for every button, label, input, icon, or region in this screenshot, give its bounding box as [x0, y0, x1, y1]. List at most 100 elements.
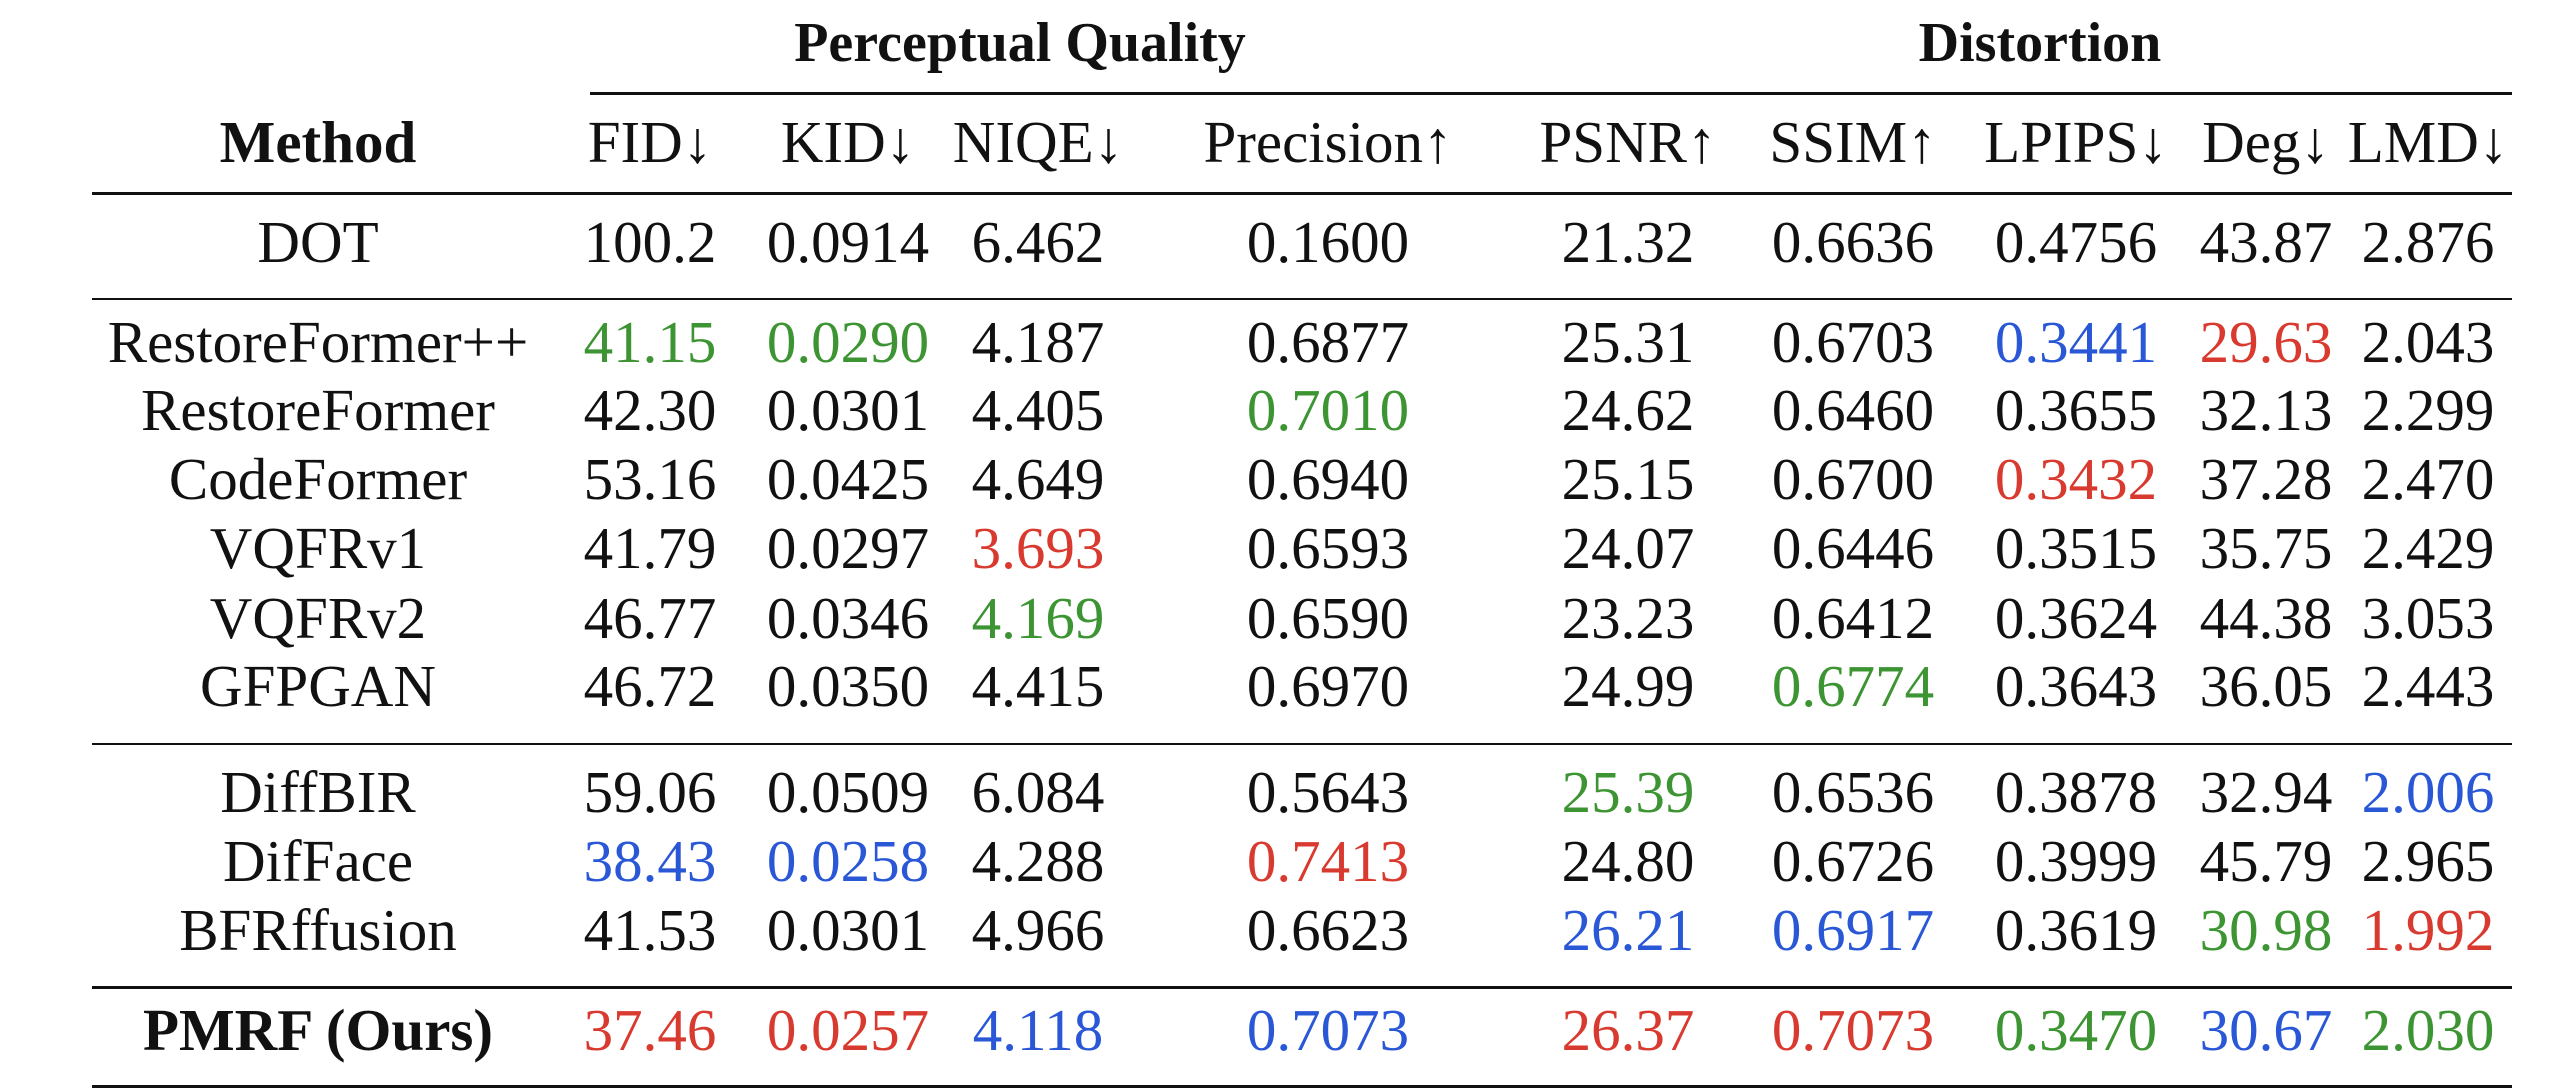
column-header-deg: Deg↓: [2202, 109, 2330, 175]
method-name: DifFace: [222, 828, 414, 894]
cell-psnr: 25.31: [1561, 309, 1695, 375]
rule-below-dot: [92, 298, 2512, 300]
cell-deg: 32.94: [2199, 759, 2333, 825]
group-header-perceptual-quality: Perceptual Quality: [794, 12, 1246, 74]
cell-psnr: 24.80: [1561, 828, 1695, 894]
cell-precision: 0.5643: [1246, 759, 1410, 825]
cell-lmd: 2.876: [2361, 209, 2495, 275]
cell-niqe: 4.288: [971, 828, 1105, 894]
cell-ssim: 0.6636: [1771, 209, 1935, 275]
cell-psnr: 25.15: [1561, 446, 1695, 512]
cell-fid: 37.46: [583, 997, 717, 1063]
cell-kid: 0.0346: [766, 585, 930, 651]
cell-niqe: 4.415: [971, 653, 1105, 719]
cell-kid: 0.0350: [766, 653, 930, 719]
cell-lmd: 1.992: [2361, 897, 2495, 963]
cell-lmd: 2.030: [2361, 997, 2495, 1063]
column-header-psnr: PSNR↑: [1539, 109, 1717, 175]
cell-lmd: 2.429: [2361, 515, 2495, 581]
cell-lmd: 3.053: [2361, 585, 2495, 651]
column-header-lpips: LPIPS↓: [1984, 109, 2168, 175]
cell-psnr: 24.07: [1561, 515, 1695, 581]
cell-deg: 44.38: [2199, 585, 2333, 651]
method-name: DOT: [257, 209, 379, 275]
cell-ssim: 0.6460: [1771, 377, 1935, 443]
cell-precision: 0.6623: [1246, 897, 1410, 963]
cell-lpips: 0.3619: [1994, 897, 2158, 963]
method-name: VQFRv2: [209, 585, 427, 651]
method-name: DiffBIR: [220, 759, 416, 825]
cell-niqe: 4.169: [971, 585, 1105, 651]
cell-ssim: 0.6917: [1771, 897, 1935, 963]
cell-deg: 30.67: [2199, 997, 2333, 1063]
cell-precision: 0.6590: [1246, 585, 1410, 651]
cell-psnr: 25.39: [1561, 759, 1695, 825]
method-name: RestoreFormer: [141, 377, 495, 443]
cell-ssim: 0.7073: [1771, 997, 1935, 1063]
rule-below-gfpgan: [92, 743, 2512, 745]
group-header-distortion: Distortion: [1918, 12, 2162, 74]
cell-ssim: 0.6536: [1771, 759, 1935, 825]
cell-fid: 38.43: [583, 828, 717, 894]
cell-kid: 0.0914: [766, 209, 930, 275]
rule-below-header: [92, 192, 2512, 195]
cell-deg: 29.63: [2199, 309, 2333, 375]
cell-precision: 0.1600: [1246, 209, 1410, 275]
cell-deg: 30.98: [2199, 897, 2333, 963]
method-name: RestoreFormer++: [107, 309, 529, 375]
cell-lmd: 2.470: [2361, 446, 2495, 512]
cell-precision: 0.6593: [1246, 515, 1410, 581]
cell-niqe: 6.084: [971, 759, 1105, 825]
cell-fid: 41.79: [583, 515, 717, 581]
cell-fid: 100.2: [583, 209, 717, 275]
column-header-precision: Precision↑: [1203, 109, 1453, 175]
cell-fid: 42.30: [583, 377, 717, 443]
rule-bottom: [92, 1085, 2512, 1088]
cell-precision: 0.6940: [1246, 446, 1410, 512]
cell-fid: 59.06: [583, 759, 717, 825]
cell-niqe: 4.649: [971, 446, 1105, 512]
cell-psnr: 21.32: [1561, 209, 1695, 275]
cell-lmd: 2.043: [2361, 309, 2495, 375]
rule-below-bfrffusion: [92, 986, 2512, 989]
cell-fid: 41.15: [583, 309, 717, 375]
cell-deg: 43.87: [2199, 209, 2333, 275]
cell-lpips: 0.3441: [1994, 309, 2158, 375]
cell-fid: 41.53: [583, 897, 717, 963]
method-name: BFRffusion: [179, 897, 457, 963]
cell-ssim: 0.6774: [1771, 653, 1935, 719]
cell-ssim: 0.6703: [1771, 309, 1935, 375]
cell-deg: 35.75: [2199, 515, 2333, 581]
cell-deg: 37.28: [2199, 446, 2333, 512]
cell-lpips: 0.3470: [1994, 997, 2158, 1063]
cell-kid: 0.0509: [766, 759, 930, 825]
cell-deg: 36.05: [2199, 653, 2333, 719]
cell-lpips: 0.3999: [1994, 828, 2158, 894]
cell-ssim: 0.6700: [1771, 446, 1935, 512]
method-name: VQFRv1: [209, 515, 427, 581]
cell-lpips: 0.3878: [1994, 759, 2158, 825]
cell-precision: 0.6970: [1246, 653, 1410, 719]
method-name: PMRF (Ours): [142, 997, 494, 1063]
cell-lpips: 0.3624: [1994, 585, 2158, 651]
column-header-niqe: NIQE↓: [952, 109, 1124, 175]
method-name: CodeFormer: [168, 446, 468, 512]
cell-ssim: 0.6446: [1771, 515, 1935, 581]
column-header-ssim: SSIM↑: [1769, 109, 1937, 175]
column-header-kid: KID↓: [780, 109, 916, 175]
cell-precision: 0.7073: [1246, 997, 1410, 1063]
cell-psnr: 24.62: [1561, 377, 1695, 443]
cell-lmd: 2.006: [2361, 759, 2495, 825]
cell-psnr: 26.37: [1561, 997, 1695, 1063]
cell-precision: 0.7010: [1246, 377, 1410, 443]
cell-deg: 45.79: [2199, 828, 2333, 894]
cell-lmd: 2.299: [2361, 377, 2495, 443]
cell-fid: 46.72: [583, 653, 717, 719]
cell-lmd: 2.965: [2361, 828, 2495, 894]
cell-deg: 32.13: [2199, 377, 2333, 443]
cell-lpips: 0.3655: [1994, 377, 2158, 443]
cell-lpips: 0.3515: [1994, 515, 2158, 581]
column-header-method: Method: [219, 109, 417, 175]
group-underline: [590, 92, 2512, 95]
cell-precision: 0.6877: [1246, 309, 1410, 375]
